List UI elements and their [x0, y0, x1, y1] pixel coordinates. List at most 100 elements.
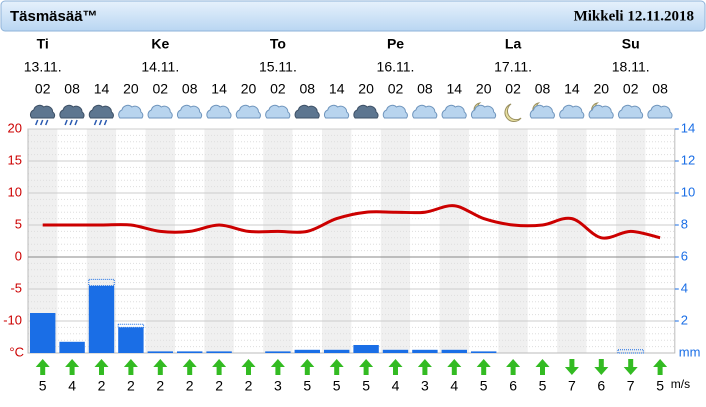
weather-icon — [529, 102, 555, 119]
weather-icon — [265, 104, 291, 119]
wind-arrow — [476, 359, 491, 375]
column-band — [380, 129, 411, 353]
moon — [504, 103, 522, 122]
weather-icon — [559, 104, 585, 119]
day-name: Su — [622, 36, 640, 52]
weather-icon — [353, 104, 379, 119]
cloud — [617, 104, 644, 119]
wind-arrow — [594, 359, 609, 375]
cloud — [88, 104, 114, 119]
rain-drop — [74, 119, 78, 126]
wind-speed: 3 — [421, 378, 429, 394]
wind-arrow — [653, 359, 668, 375]
wind-unit: m/s — [671, 377, 690, 391]
y-tick-label: 15 — [8, 152, 22, 167]
y-axis-label: °C — [9, 344, 24, 359]
cloud — [118, 104, 144, 119]
precip-bar — [118, 327, 144, 353]
y2-tick-label: 10 — [681, 184, 695, 199]
wind-arrow — [94, 359, 109, 375]
day-name: Ti — [37, 36, 49, 52]
y-tick-label: 10 — [8, 184, 22, 199]
column-band — [469, 129, 499, 353]
wind-speed: 2 — [98, 378, 106, 394]
cloud — [529, 104, 555, 119]
wind-speed: 2 — [245, 378, 253, 394]
precip-bar — [59, 341, 85, 353]
cloud — [412, 104, 438, 119]
precip-bar — [206, 351, 232, 353]
hour-label: 20 — [594, 81, 610, 97]
y2-tick-label: 6 — [681, 248, 688, 263]
column-band — [557, 129, 587, 353]
hour-label: 08 — [64, 81, 80, 97]
day-date: 15.11. — [259, 59, 297, 75]
column-band — [233, 129, 264, 353]
precip-bar — [324, 349, 350, 353]
hour-label: 02 — [505, 81, 521, 97]
hour-label: 08 — [417, 81, 433, 97]
wind-arrow — [182, 359, 197, 375]
wind-speed: 2 — [186, 378, 194, 394]
wind-arrow — [65, 359, 80, 375]
weather-icon — [588, 102, 614, 119]
header-location: Mikkeli 12.11.2018 — [574, 8, 694, 24]
y2-axis-label: mm — [679, 344, 701, 359]
wind-arrow — [270, 359, 285, 375]
precip-bar — [353, 345, 379, 353]
wind-arrow — [535, 359, 550, 375]
weather-icon — [294, 104, 320, 119]
wind-arrow — [359, 359, 374, 375]
hour-label: 20 — [476, 81, 492, 97]
y-tick-label: 5 — [15, 216, 22, 231]
y-tick-label: 0 — [15, 248, 22, 263]
wind-speed: 4 — [68, 378, 76, 394]
rain-drop — [64, 119, 68, 126]
column-band — [498, 129, 528, 353]
weather-icon — [59, 104, 85, 126]
hour-label: 08 — [652, 81, 668, 97]
rain-drop — [45, 119, 49, 126]
day-date: 13.11. — [24, 59, 62, 75]
precip-bar — [88, 285, 115, 353]
wind-arrow — [623, 359, 638, 375]
column-band — [322, 129, 352, 353]
column-band — [57, 129, 87, 353]
precip-bar — [382, 349, 409, 353]
weather-icon — [235, 104, 261, 119]
weather-icon — [176, 104, 203, 119]
wind-speed: 2 — [215, 378, 223, 394]
rain-drop — [69, 119, 73, 126]
cloud — [206, 104, 232, 119]
cloud — [147, 104, 173, 119]
day-date: 16.11. — [377, 59, 415, 75]
precip-bar — [177, 351, 203, 353]
wind-speed: 5 — [362, 378, 370, 394]
hour-label: 20 — [358, 81, 374, 97]
wind-speed: 3 — [274, 378, 282, 394]
hour-label: 14 — [329, 81, 345, 97]
hour-label: 08 — [535, 81, 551, 97]
wind-speed: 5 — [656, 378, 664, 394]
hour-label: 14 — [94, 81, 110, 97]
hour-label: 14 — [211, 81, 227, 97]
cloud — [441, 104, 467, 119]
column-band — [410, 129, 440, 353]
day-date: 17.11. — [494, 59, 532, 75]
cloud — [559, 104, 585, 119]
column-band — [616, 129, 646, 353]
column-band — [175, 129, 205, 353]
wind-speed: 5 — [39, 378, 47, 394]
weather-icon — [29, 104, 56, 126]
weather-icon — [382, 104, 408, 119]
wind-arrow — [388, 359, 403, 375]
y2-tick-label: 2 — [681, 312, 688, 327]
wind-arrow — [417, 359, 432, 375]
weather-icon — [647, 104, 673, 119]
hour-label: 20 — [123, 81, 139, 97]
wind-arrow — [329, 359, 344, 375]
hour-label: 20 — [241, 81, 257, 97]
y2-tick-label: 12 — [681, 152, 695, 167]
hour-label: 02 — [153, 81, 169, 97]
cloud — [382, 104, 408, 119]
